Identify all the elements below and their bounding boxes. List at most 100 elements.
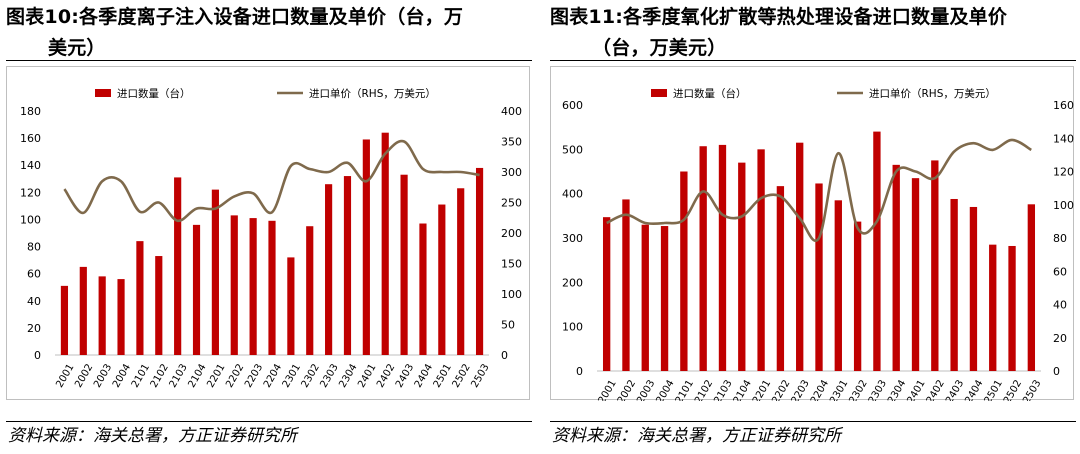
x-tick-label: 2204 [262, 362, 284, 390]
price-series-line [63, 139, 480, 223]
bar [117, 279, 125, 355]
bar [60, 285, 69, 355]
y-right-tick-label: 200 [501, 227, 522, 240]
y-right-tick-label: 100 [501, 288, 522, 301]
title-line-2: （台，万美元） [592, 37, 727, 59]
bar [718, 144, 727, 371]
x-tick-label: 2501 [432, 362, 454, 390]
bar [98, 276, 106, 355]
bar [680, 171, 688, 371]
x-tick-label: 2201 [751, 378, 773, 401]
y-left-tick-label: 160 [20, 132, 41, 145]
title-line-2: 美元） [48, 37, 106, 59]
x-tick-label: 2401 [356, 362, 378, 390]
x-tick-label: 2004 [654, 378, 676, 401]
x-tick-label: 2404 [413, 362, 435, 390]
y-left-tick-label: 200 [562, 276, 583, 289]
bar [602, 217, 611, 371]
x-tick-label: 2104 [186, 362, 208, 390]
y-right-tick-label: 400 [501, 105, 522, 118]
bar [419, 223, 427, 355]
title-line-1: 图表10:各季度离子注入设备进口数量及单价（台，万 [6, 6, 464, 28]
y-left-tick-label: 120 [20, 186, 41, 199]
bar [776, 186, 785, 371]
bar [343, 176, 352, 355]
y-right-tick-label: 140 [1053, 132, 1074, 145]
x-tick-label: 2202 [770, 378, 792, 401]
y-left-tick-label: 400 [562, 188, 583, 201]
x-tick-label: 2003 [635, 378, 657, 401]
y-left-tick-label: 500 [562, 143, 583, 156]
bar [622, 199, 630, 371]
bar [911, 178, 920, 371]
bar [325, 184, 333, 355]
x-tick-label: 2302 [848, 378, 870, 401]
x-tick-label: 2302 [300, 362, 322, 390]
y-right-tick-label: 350 [501, 136, 522, 149]
x-tick-label: 2303 [867, 378, 889, 401]
legend-line-label: 进口单价（RHS，万美元） [309, 87, 436, 100]
x-tick-label: 2002 [616, 378, 638, 401]
top-rule [550, 60, 1076, 61]
chart-title: 图表11:各季度氧化扩散等热处理设备进口数量及单价 （台，万美元） [550, 2, 1080, 64]
x-tick-label: 2404 [963, 378, 985, 401]
bottom-rule [550, 421, 1076, 422]
chart-panel-thermal-processing: 图表11:各季度氧化扩散等热处理设备进口数量及单价 （台，万美元） 0 100 20… [550, 0, 1080, 454]
bar [660, 226, 669, 371]
x-tick-label: 2002 [73, 362, 95, 390]
x-tick-label: 2001 [54, 362, 76, 390]
legend-bar-label: 进口数量（台） [673, 87, 747, 100]
bar [815, 183, 823, 371]
legend-bar-label: 进口数量（台） [117, 87, 191, 100]
y-right-tick-label: 250 [501, 197, 522, 210]
chart-svg: 0204060801001201401601800501001502002503… [20, 87, 522, 390]
y-left-tick-label: 600 [562, 99, 583, 112]
x-tick-label: 2402 [375, 362, 397, 390]
bar [287, 257, 295, 355]
y-right-tick-label: 100 [1053, 199, 1074, 212]
bar [438, 204, 446, 355]
bar [211, 189, 219, 355]
bottom-rule [6, 421, 532, 422]
x-tick-label: 2403 [394, 362, 416, 390]
y-right-tick-label: 0 [501, 349, 508, 362]
y-right-tick-label: 160 [1053, 99, 1074, 112]
chart-svg: 0 100 200 300 400 500 600 0 20 40 60 80 100 120 140 160… [562, 87, 1074, 401]
y-right-tick-label: 300 [501, 166, 522, 179]
source-note: 资料来源：海关总署，方正证券研究所 [8, 426, 297, 446]
bar [834, 200, 842, 371]
bar [400, 174, 408, 355]
x-tick-label: 2202 [224, 362, 246, 390]
bar [892, 164, 900, 371]
bar [950, 198, 958, 371]
y-left-tick-label: 300 [562, 232, 583, 245]
bar [174, 177, 182, 355]
x-tick-label: 2402 [925, 378, 947, 401]
x-tick-label: 2403 [944, 378, 966, 401]
x-tick-label: 2201 [205, 362, 227, 390]
y-left-tick-label: 0 [34, 349, 41, 362]
x-tick-label: 2501 [983, 378, 1005, 401]
x-tick-label: 2304 [886, 378, 908, 401]
x-tick-label: 2503 [1021, 378, 1043, 401]
y-left-tick-label: 20 [27, 322, 41, 335]
y-right-tick-label: 80 [1053, 232, 1067, 245]
x-tick-label: 2101 [130, 362, 152, 390]
bar [873, 131, 881, 371]
bar [136, 241, 144, 355]
bar [381, 132, 389, 355]
x-tick-label: 2204 [809, 378, 831, 401]
y-right-tick-label: 150 [501, 258, 522, 271]
bar [155, 256, 163, 355]
legend-bar-swatch [95, 89, 111, 97]
x-tick-label: 2503 [469, 362, 491, 390]
y-left-tick-label: 60 [27, 268, 41, 281]
y-right-tick-label: 60 [1053, 265, 1067, 278]
x-tick-label: 2502 [451, 362, 473, 390]
x-tick-label: 2102 [149, 362, 171, 390]
x-tick-label: 2101 [674, 378, 696, 401]
x-tick-label: 2103 [712, 378, 734, 401]
bar [853, 221, 862, 371]
x-tick-label: 2103 [168, 362, 190, 390]
bar [306, 226, 314, 355]
